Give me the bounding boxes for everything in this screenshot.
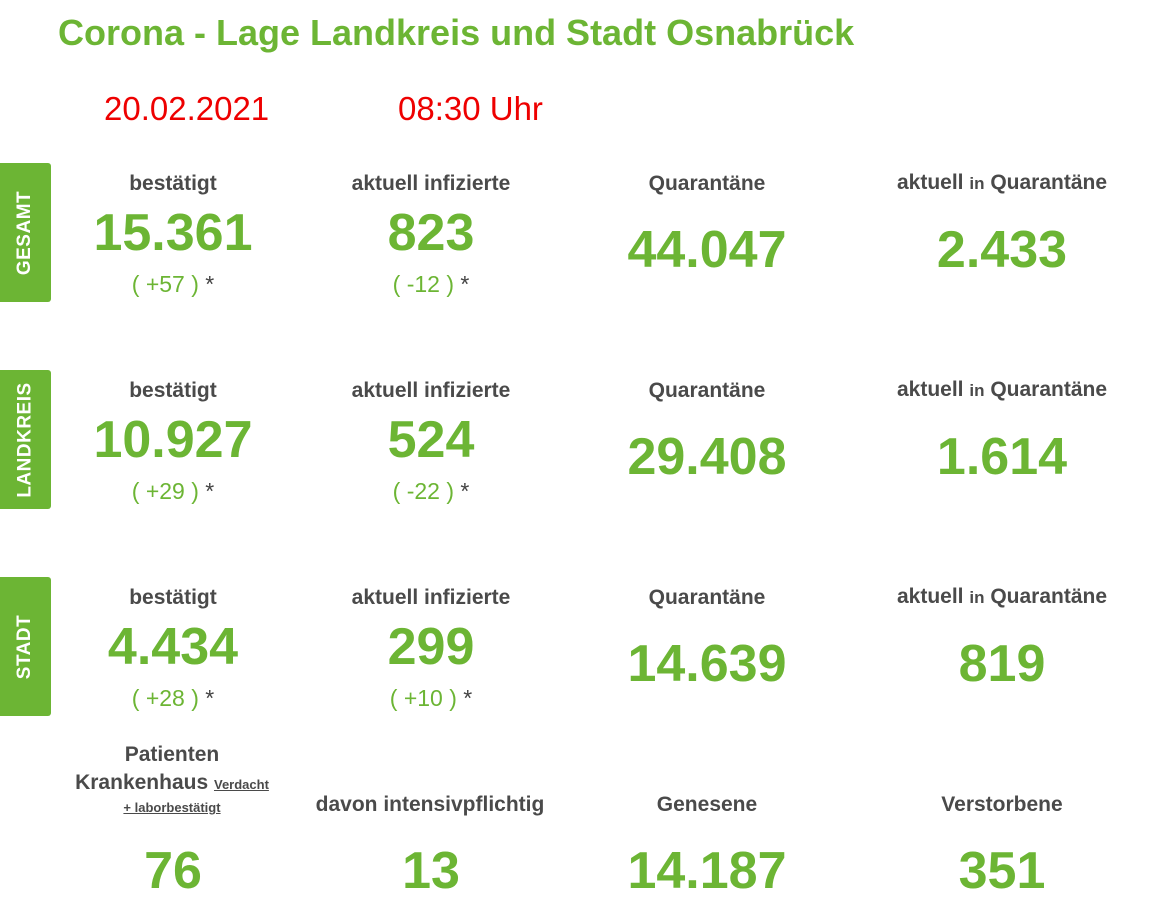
active-change: ( -12 ) * [392, 271, 470, 297]
page-title: Corona - Lage Landkreis und Stadt Osnabr… [58, 12, 855, 53]
quarantine-value: 29.408 [627, 428, 787, 486]
report-date: 20.02.2021 [104, 90, 270, 127]
tab-gesamt: GESAMT [0, 163, 51, 302]
quarantine-value: 14.639 [627, 635, 787, 693]
active-label: aktuell infizierte [351, 586, 511, 609]
recovered-value: 14.187 [627, 842, 787, 900]
intensive-label: davon intensivpflichtig [315, 793, 545, 816]
deceased-label: Verstorbene [941, 793, 1063, 816]
intensive-value: 13 [402, 842, 460, 900]
footnote-star: * [463, 685, 473, 711]
footnote-star: * [460, 478, 470, 504]
current-quarantine-value: 2.433 [936, 221, 1068, 279]
active-change: ( +10 ) * [389, 685, 473, 711]
current-quarantine-label: aktuell in Quarantäne [896, 585, 1108, 608]
active-label: aktuell infizierte [351, 172, 511, 195]
tab-label: STADT [14, 614, 36, 679]
quarantine-label: Quarantäne [648, 172, 766, 195]
confirmed-change: ( +28 ) * [131, 685, 215, 711]
current-quarantine-value: 1.614 [936, 428, 1068, 486]
confirmed-value: 4.434 [107, 618, 239, 676]
tab-stadt: STADT [0, 577, 51, 716]
footnote-star: * [205, 478, 215, 504]
current-quarantine-label: aktuell in Quarantäne [896, 378, 1108, 401]
footnote-star: * [205, 271, 215, 297]
tab-landkreis: LANDKREIS [0, 370, 51, 509]
confirmed-value: 10.927 [93, 411, 253, 469]
hospital-value: 76 [144, 842, 202, 900]
quarantine-label: Quarantäne [648, 586, 766, 609]
recovered-label: Genesene [656, 793, 758, 816]
active-value: 823 [387, 204, 475, 262]
footnote-star: * [460, 271, 470, 297]
tab-label: GESAMT [14, 190, 36, 275]
report-time: 08:30 Uhr [398, 90, 543, 127]
active-value: 299 [387, 618, 475, 676]
footnote-star: * [205, 685, 215, 711]
quarantine-value: 44.047 [627, 221, 787, 279]
deceased-value: 351 [958, 842, 1046, 900]
quarantine-label: Quarantäne [648, 379, 766, 402]
active-change: ( -22 ) * [392, 478, 470, 504]
hospital-label: Patienten Krankenhaus Verdacht + laborbe… [75, 743, 269, 815]
tab-label: LANDKREIS [14, 381, 36, 498]
confirmed-label: bestätigt [129, 586, 217, 609]
current-quarantine-label: aktuell in Quarantäne [896, 171, 1108, 194]
confirmed-value: 15.361 [93, 204, 253, 262]
active-value: 524 [387, 411, 475, 469]
confirmed-label: bestätigt [129, 172, 217, 195]
active-label: aktuell infizierte [351, 379, 511, 402]
confirmed-label: bestätigt [129, 379, 217, 402]
confirmed-change: ( +29 ) * [131, 478, 215, 504]
confirmed-change: ( +57 ) * [131, 271, 215, 297]
current-quarantine-value: 819 [958, 635, 1046, 693]
